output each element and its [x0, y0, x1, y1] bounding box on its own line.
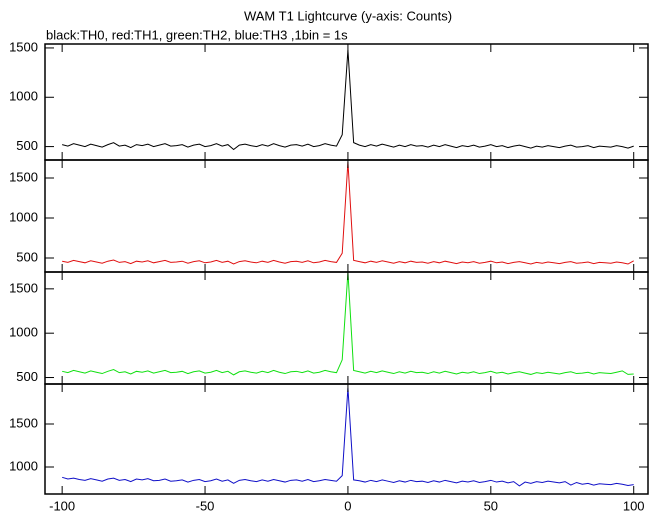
panel-frame: [44, 43, 649, 161]
light-curve: [62, 161, 634, 265]
x-tick-label: -50: [196, 498, 215, 513]
x-tick-label: 100: [623, 498, 645, 513]
y-tick-label: 1500: [9, 169, 38, 184]
y-tick-label: 500: [16, 369, 38, 384]
y-tick-label: 1000: [9, 325, 38, 340]
x-tick-label: -100: [49, 498, 75, 513]
x-tick-label: 0: [344, 498, 351, 513]
y-tick-label: 1500: [9, 280, 38, 295]
light-curve: [62, 387, 634, 487]
chart-subtitle: black:TH0, red:TH1, green:TH2, blue:TH3 …: [46, 27, 348, 42]
panel-frame: [44, 383, 649, 495]
light-curve: [62, 272, 634, 376]
y-tick-label: 500: [16, 138, 38, 153]
panel-frame: [44, 159, 649, 273]
y-tick-label: 1000: [9, 458, 38, 473]
y-tick-label: 1500: [9, 415, 38, 430]
y-tick-label: 1500: [9, 39, 38, 54]
x-tick-label: 50: [484, 498, 498, 513]
y-tick-label: 1000: [9, 209, 38, 224]
light-curve: [62, 49, 634, 151]
chart-title: WAM T1 Lightcurve (y-axis: Counts): [244, 8, 452, 23]
y-tick-label: 1000: [9, 89, 38, 104]
y-tick-label: 500: [16, 249, 38, 264]
